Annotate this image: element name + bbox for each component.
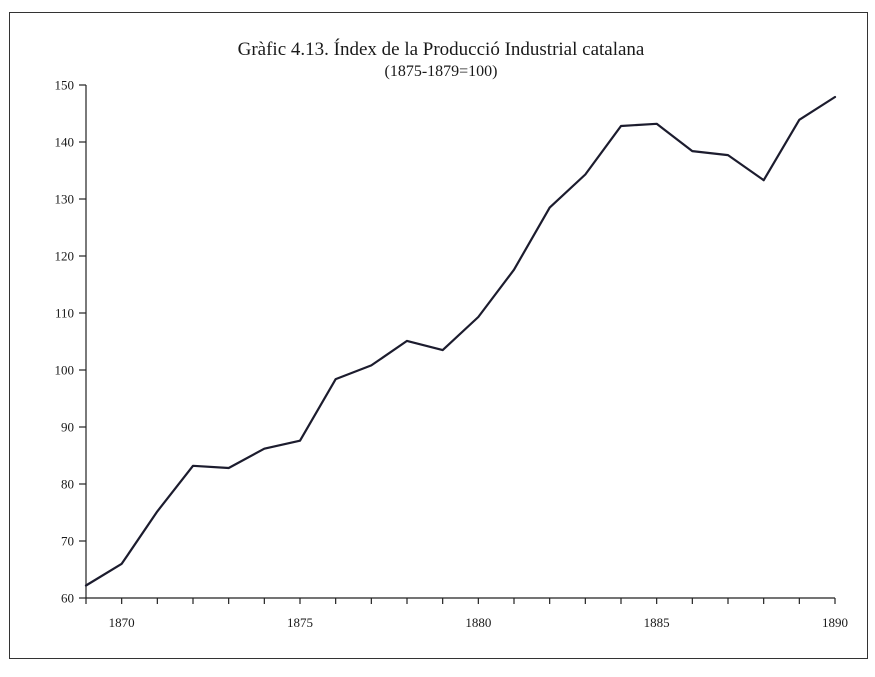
y-tick-label: 90	[61, 420, 74, 435]
chart-subtitle: (1875-1879=100)	[384, 63, 497, 80]
x-tick-label: 1875	[287, 615, 313, 630]
axes: 60 70 80 90 100 110 120 130 140 150 1870 1875 1880 18…	[55, 78, 849, 631]
y-tick-label: 120	[55, 249, 75, 264]
y-tick-label: 150	[55, 78, 75, 93]
y-tick-label: 110	[55, 306, 74, 321]
y-tick-label: 140	[55, 135, 75, 150]
x-tick-label: 1890	[822, 615, 848, 630]
chart-frame: Gràfic 4.13. Índex de la Producció Indus…	[9, 12, 868, 659]
y-tick-label: 130	[55, 192, 75, 207]
chart-title: Gràfic 4.13. Índex de la Producció Indus…	[238, 38, 645, 60]
x-tick-label: 1880	[465, 615, 491, 630]
plot-area	[84, 95, 837, 587]
x-tick-label: 1870	[109, 615, 135, 630]
y-tick-label: 100	[55, 363, 75, 378]
chart: Gràfic 4.13. Índex de la Producció Indus…	[55, 38, 849, 631]
y-tick-label: 70	[61, 534, 74, 549]
y-tick-label: 80	[61, 477, 74, 492]
series-line	[84, 95, 837, 587]
x-tick-label: 1885	[644, 615, 670, 630]
y-tick-label: 60	[61, 591, 74, 606]
